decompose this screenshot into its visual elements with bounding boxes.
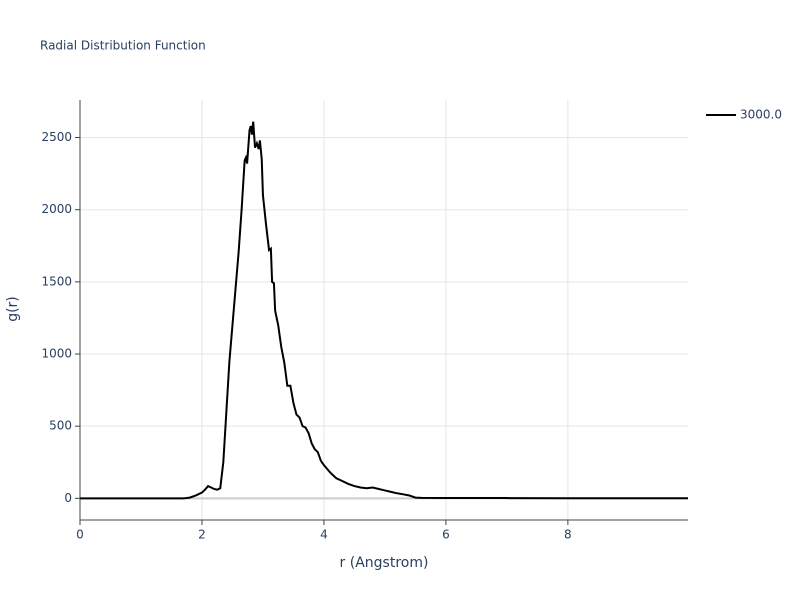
- y-tick-label: 1000: [41, 347, 72, 361]
- legend-label: 3000.0: [740, 108, 782, 122]
- x-axis-title: r (Angstrom): [340, 555, 429, 571]
- x-tick-label: 6: [442, 528, 450, 542]
- x-tick-label: 4: [320, 528, 328, 542]
- x-tick-label: 0: [76, 528, 84, 542]
- data-line: [80, 121, 688, 500]
- x-tick-label: 8: [564, 528, 572, 542]
- chart-title: Radial Distribution Function: [40, 39, 206, 53]
- y-tick-label: 2000: [41, 202, 72, 216]
- x-tick-label: 2: [198, 528, 206, 542]
- y-tick-label: 1500: [41, 274, 72, 288]
- y-tick-label: 0: [64, 491, 72, 505]
- y-tick-label: 2500: [41, 130, 72, 144]
- y-axis-title: g(r): [5, 296, 21, 322]
- y-tick-label: 500: [49, 419, 72, 433]
